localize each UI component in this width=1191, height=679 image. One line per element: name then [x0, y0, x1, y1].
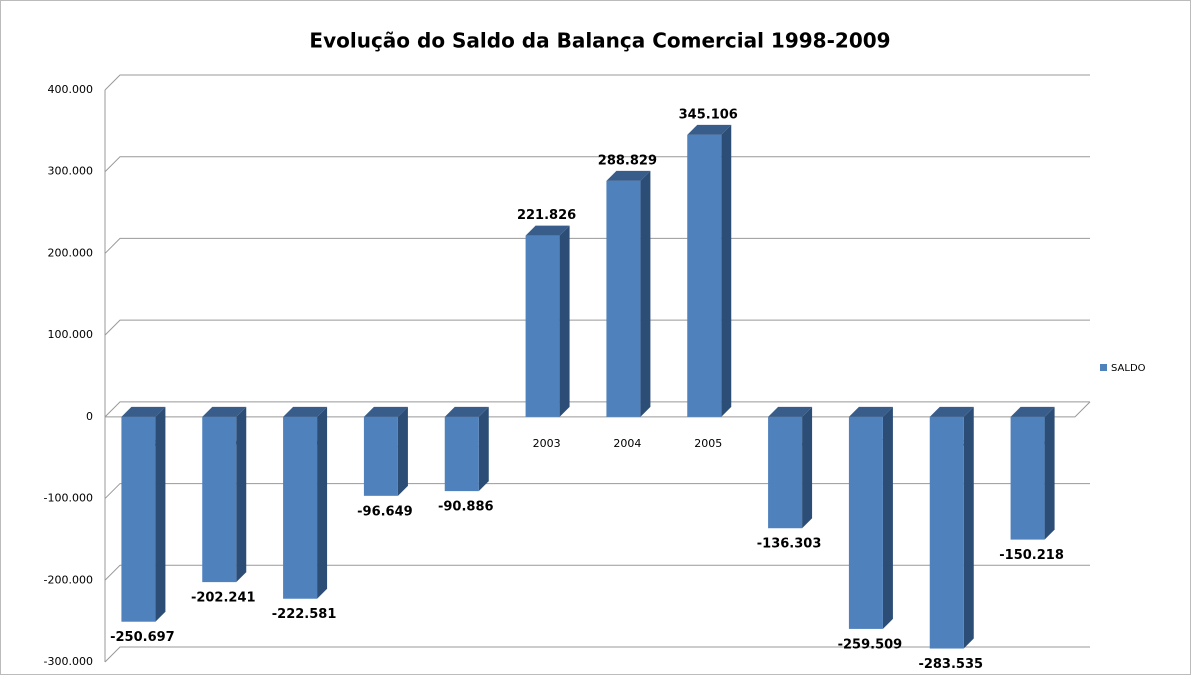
grid-line	[104, 646, 1090, 663]
data-label: -283.535	[918, 657, 983, 672]
bar-top	[202, 406, 247, 417]
x-tick-label: 2004	[613, 437, 641, 450]
bar-side	[559, 225, 570, 417]
data-label: -259.509	[838, 637, 903, 652]
grid-line	[104, 237, 1090, 254]
bar-top	[444, 406, 489, 417]
bar	[606, 180, 641, 417]
y-tick-label: -200.000	[44, 573, 93, 586]
y-tick-label: 300.000	[48, 165, 94, 178]
grid-line	[104, 74, 1090, 91]
bar	[121, 416, 156, 622]
data-label: -250.697	[110, 630, 175, 645]
bar-side	[317, 406, 328, 599]
bar-side	[478, 406, 489, 492]
bar	[444, 416, 479, 492]
bar-top	[606, 170, 651, 181]
data-label: -222.581	[272, 607, 337, 622]
bar-side	[155, 406, 166, 622]
data-label: 288.829	[598, 153, 657, 168]
legend-label: SALDO	[1111, 363, 1146, 374]
x-tick-label: 2003	[533, 437, 561, 450]
bar	[687, 134, 722, 417]
bar	[768, 416, 803, 529]
bar-side	[236, 406, 247, 583]
bar	[363, 416, 398, 496]
y-tick-label: 400.000	[48, 83, 94, 96]
data-label: -136.303	[757, 537, 822, 552]
y-tick-label: 200.000	[48, 246, 94, 259]
bar-side	[397, 406, 408, 496]
grid-line	[104, 156, 1090, 173]
grid-line	[104, 483, 1090, 499]
data-label: -150.218	[999, 548, 1064, 563]
bar-side	[640, 170, 651, 417]
grid-line	[104, 564, 1090, 581]
y-tick-label: 0	[86, 410, 93, 423]
bar-side	[882, 406, 893, 629]
legend-swatch	[1100, 364, 1107, 371]
grid-line	[104, 319, 1090, 336]
bar-side	[802, 406, 813, 529]
y-tick-label: -100.000	[44, 492, 93, 505]
bar-top	[363, 406, 408, 417]
bar-top	[687, 124, 732, 135]
data-label: 345.106	[679, 107, 738, 122]
bar-top	[283, 406, 328, 417]
bar-top	[1010, 406, 1055, 417]
y-tick-label: -300.000	[44, 655, 93, 668]
bar	[848, 416, 883, 629]
zero-floor	[105, 401, 1091, 418]
data-label: -90.886	[438, 500, 494, 515]
bar	[1010, 416, 1045, 540]
bar	[202, 416, 237, 583]
bar	[283, 416, 318, 599]
bar	[929, 416, 964, 649]
y-tick-label: 100.000	[48, 328, 94, 341]
bar-top	[848, 406, 893, 417]
bar-side	[963, 406, 974, 649]
data-label: -202.241	[191, 591, 256, 606]
data-label: 221.826	[517, 208, 576, 223]
x-tick-label: 2005	[694, 437, 722, 450]
bar-top	[768, 406, 813, 417]
grid-line	[104, 401, 1090, 418]
bar	[525, 235, 560, 417]
bar-top	[929, 406, 974, 417]
chart-title: Evolução do Saldo da Balança Comercial 1…	[309, 29, 890, 53]
data-label: -96.649	[357, 504, 413, 519]
bar-top	[121, 406, 166, 417]
bar-side	[721, 124, 732, 417]
bar-top	[525, 225, 570, 236]
bar-side	[1044, 406, 1055, 540]
